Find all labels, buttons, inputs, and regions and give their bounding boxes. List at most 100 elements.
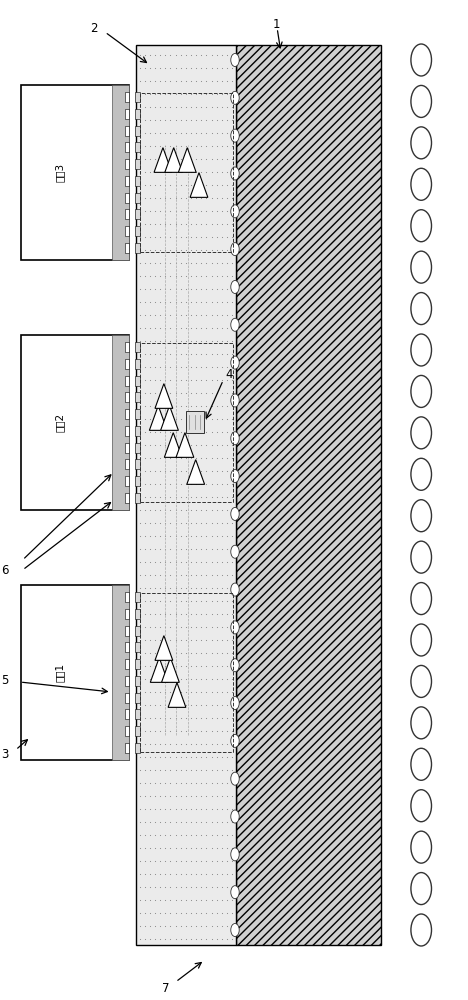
Text: 裸片1: 裸片1 [54,663,65,682]
Text: 裸片3: 裸片3 [54,163,65,182]
Ellipse shape [231,129,239,142]
Bar [236,45,381,945]
Bar [124,426,129,436]
Ellipse shape [411,624,431,656]
Polygon shape [150,658,168,682]
Bar [135,193,140,203]
Ellipse shape [231,432,239,445]
Polygon shape [154,148,172,172]
Bar [135,476,140,486]
Ellipse shape [231,697,239,710]
Bar [124,676,129,686]
Text: 6: 6 [1,564,8,576]
Ellipse shape [231,924,239,936]
Bar [135,709,140,719]
Ellipse shape [411,210,431,242]
Text: 3: 3 [1,748,8,762]
Bar [124,642,129,652]
Bar [124,109,129,119]
Bar [112,585,129,760]
Ellipse shape [411,85,431,117]
Bar [124,92,129,102]
Bar [135,209,140,219]
Ellipse shape [231,583,239,596]
Text: 裸片2: 裸片2 [54,413,65,432]
Bar [124,493,129,503]
Ellipse shape [411,251,431,283]
Bar [124,592,129,602]
Ellipse shape [231,318,239,331]
Bar [124,726,129,736]
Ellipse shape [231,91,239,104]
Bar [135,243,140,253]
Ellipse shape [231,848,239,861]
Bar [136,45,236,945]
Ellipse shape [411,375,431,407]
Ellipse shape [231,621,239,634]
Ellipse shape [411,665,431,697]
Bar [139,593,233,752]
Bar [124,743,129,753]
Bar [124,443,129,453]
Polygon shape [176,433,194,457]
Bar [124,359,129,369]
Bar [135,743,140,753]
Polygon shape [149,406,167,430]
Ellipse shape [411,831,431,863]
Bar [124,342,129,352]
Bar [135,392,140,402]
Polygon shape [178,148,196,172]
Polygon shape [165,148,183,172]
Bar [135,642,140,652]
Polygon shape [190,173,208,197]
Bar [124,659,129,669]
Ellipse shape [411,748,431,780]
Bar [124,176,129,186]
Bar [139,343,233,502]
Ellipse shape [231,734,239,747]
Ellipse shape [231,659,239,672]
Bar [139,93,233,252]
Bar [135,376,140,386]
Ellipse shape [231,394,239,407]
Bar [186,411,204,433]
Ellipse shape [411,707,431,739]
Bar [124,626,129,636]
Ellipse shape [231,356,239,369]
Ellipse shape [231,810,239,823]
Bar [21,335,129,510]
Bar [135,592,140,602]
Ellipse shape [231,545,239,558]
Ellipse shape [411,417,431,449]
Bar [124,693,129,703]
Bar [124,376,129,386]
Polygon shape [161,658,179,682]
Bar [135,226,140,236]
Ellipse shape [231,280,239,293]
Bar [124,209,129,219]
Bar [135,693,140,703]
Ellipse shape [231,167,239,180]
Text: 4: 4 [226,368,233,381]
Ellipse shape [411,541,431,573]
Bar [124,243,129,253]
Bar [21,85,129,260]
Bar [112,335,129,510]
Bar [124,476,129,486]
Ellipse shape [231,507,239,520]
Bar [21,585,129,760]
Ellipse shape [231,53,239,66]
Ellipse shape [411,293,431,325]
Bar [124,142,129,152]
Bar [124,459,129,469]
Polygon shape [187,460,205,484]
Bar [124,609,129,619]
Ellipse shape [411,500,431,532]
Bar [135,359,140,369]
Ellipse shape [411,458,431,490]
Bar [135,659,140,669]
Bar [124,193,129,203]
Ellipse shape [231,243,239,256]
Text: 1: 1 [272,18,280,31]
Bar [135,126,140,136]
